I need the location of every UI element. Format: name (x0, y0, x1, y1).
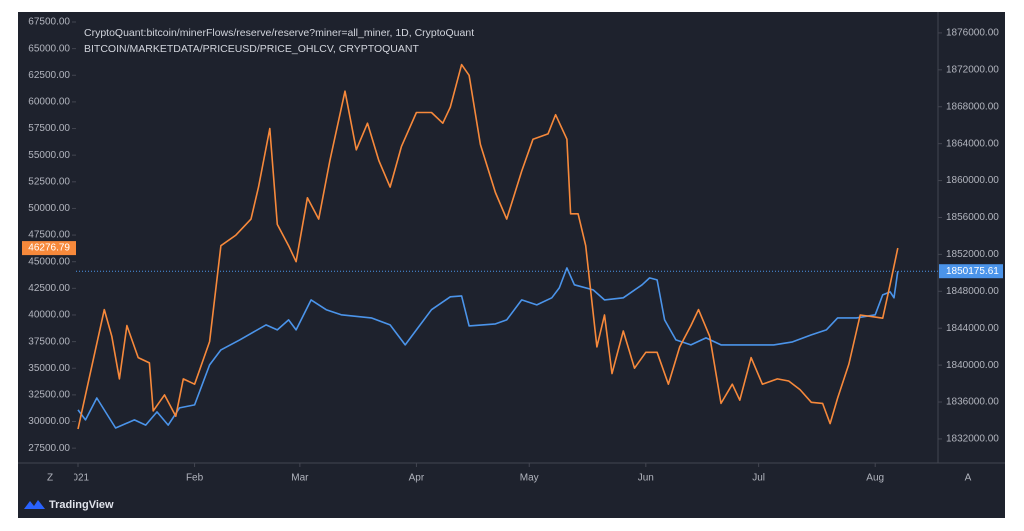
y-tick-label: 62500.00 (28, 70, 70, 81)
axes: 27500.00 30000.00 32500.00 35000.00 37500.00… (22, 17, 1003, 467)
y2-tick-label: 1868000.00 (946, 101, 999, 112)
x-tick-label: Jun (638, 473, 654, 484)
legend-entry: CryptoQuant:bitcoin/minerFlows/reserve/r… (84, 27, 474, 39)
y-tick-label: 55000.00 (28, 150, 70, 161)
y2-tick-label: 1876000.00 (946, 28, 999, 39)
scale-button[interactable]: A (965, 473, 972, 484)
logo-icon (24, 500, 45, 509)
plot-area (76, 63, 938, 430)
last-value-tag (22, 241, 76, 256)
y-tick-label: 67500.00 (28, 17, 70, 28)
y2-tick-label: 1864000.00 (946, 138, 999, 149)
series-line (77, 267, 899, 429)
y2-tick-label: 1836000.00 (946, 397, 999, 408)
y-tick-label: 35000.00 (28, 363, 70, 374)
x-tick-label: May (520, 473, 539, 484)
x-tick-label: Jul (752, 473, 765, 484)
legend-entry: BITCOIN/MARKETDATA/PRICEUSD/PRICE_OHLCV,… (84, 43, 419, 55)
x-axis: 2021 Feb Mar Apr May Jun Jul Aug (67, 473, 884, 484)
y-tick-label: 47500.00 (28, 230, 70, 241)
brand-name: TradingView (49, 499, 114, 511)
y-tick-label: 52500.00 (28, 176, 70, 187)
y-tick-label: 42500.00 (28, 283, 70, 294)
y2-tick-label: 1844000.00 (946, 323, 999, 334)
y-tick-label: 50000.00 (28, 203, 70, 214)
y-tick-label: 65000.00 (28, 43, 70, 54)
y-tick-label: 45000.00 (28, 256, 70, 267)
series-line (77, 63, 899, 430)
y-tick-label: 37500.00 (28, 336, 70, 347)
brand-logo: TradingView (24, 499, 114, 511)
x-tick-label: Mar (291, 473, 309, 484)
x-tick-label: Feb (186, 473, 204, 484)
x-tick-label: Apr (409, 473, 425, 484)
y2-tick-label: 1848000.00 (946, 286, 999, 297)
last-value-label: 1850175.61 (946, 266, 999, 277)
y-tick-label: 32500.00 (28, 390, 70, 401)
y-tick-label: 57500.00 (28, 123, 70, 134)
y2-tick-label: 1832000.00 (946, 434, 999, 445)
scale-button[interactable]: Z (47, 473, 53, 484)
last-value-label: 46276.79 (28, 243, 70, 254)
x-tick-label: Aug (866, 473, 884, 484)
y-tick-label: 27500.00 (28, 443, 70, 454)
y2-tick-label: 1860000.00 (946, 175, 999, 186)
y-tick-label: 30000.00 (28, 416, 70, 427)
x-tick-label: 2021 (67, 473, 90, 484)
y2-tick-label: 1856000.00 (946, 212, 999, 223)
y2-tick-label: 1840000.00 (946, 360, 999, 371)
chart-background (18, 12, 1005, 518)
y-tick-label: 40000.00 (28, 310, 70, 321)
last-value-tag (939, 264, 1003, 279)
y2-tick-label: 1852000.00 (946, 249, 999, 260)
y2-tick-label: 1872000.00 (946, 64, 999, 75)
y-tick-label: 60000.00 (28, 97, 70, 108)
